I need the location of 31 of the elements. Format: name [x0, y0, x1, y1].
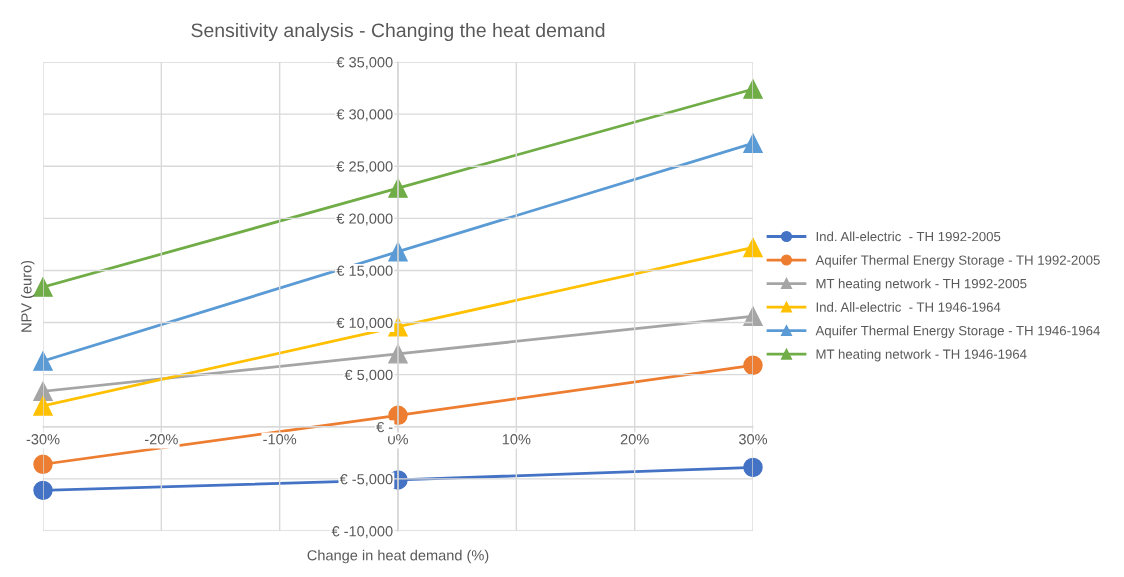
x-tick-label: 20%: [620, 434, 649, 445]
point: [33, 454, 53, 475]
legend-label: Aquifer Thermal Energy Storage - TH 1992-2005: [815, 255, 1100, 268]
x-tick-label: -10%: [263, 434, 297, 445]
point: [743, 355, 763, 376]
x-tick-label: -30%: [26, 434, 60, 445]
point: [33, 277, 53, 297]
y-tick-label: € 35,000: [336, 57, 393, 70]
legend-label: Ind. All-electric - TH 1946-1964: [816, 302, 1001, 312]
y-tick-label: € 30,000: [336, 109, 393, 122]
y-tick-label: € 10,000: [336, 317, 393, 330]
x-axis-title: Change in heat demand (%): [307, 549, 489, 564]
y-tick-label: € 5,000: [344, 369, 393, 382]
y-tick-label: € 20,000: [336, 213, 393, 226]
y-tick-label: € 25,000: [336, 161, 393, 174]
x-tick-label: 30%: [738, 434, 768, 445]
legend-label: Ind. All-electric - TH 1992-2005: [816, 231, 1001, 242]
chart-title: Sensitivity analysis - Changing the heat demand: [191, 22, 605, 42]
y-tick-label: € -10,000: [331, 526, 393, 539]
legend-label: MT heating network - TH 1992-2005: [816, 278, 1027, 291]
y-tick-label: € -: [376, 421, 393, 433]
point: [743, 457, 763, 478]
y-axis-title: NPV (euro): [20, 260, 35, 332]
x-tick-label: 10%: [502, 434, 531, 445]
y-tick-label: € 15,000: [336, 265, 393, 278]
legend-label: MT heating network - TH 1946-1964: [816, 349, 1027, 362]
point: [33, 396, 53, 416]
y-tick-label: € -5,000: [339, 473, 393, 487]
x-tick-label: -20%: [144, 434, 178, 445]
point: [33, 480, 53, 501]
legend-label: Aquifer Thermal Energy Storage - TH 1946-1964: [815, 325, 1100, 338]
